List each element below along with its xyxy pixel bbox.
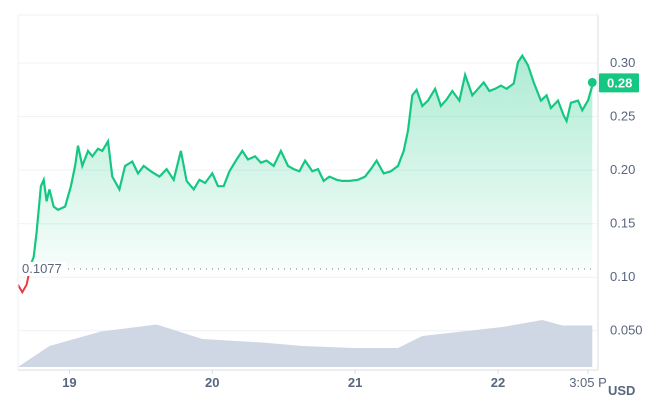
- current-price-badge: [599, 73, 639, 93]
- price-line-up: [28, 53, 594, 269]
- baseline-label: 0.1077: [22, 261, 62, 276]
- x-axis: 19 20 21 22 3:05 P: [62, 370, 607, 390]
- chart-frame: [17, 14, 599, 371]
- x-tick-label: 19: [62, 375, 76, 390]
- x-tick-label: 21: [348, 375, 362, 390]
- x-tick-label: 22: [491, 375, 505, 390]
- baseline-label-bg: [20, 261, 66, 276]
- x-tick-label: 3:05 P: [569, 375, 607, 390]
- current-price-dot: [587, 77, 597, 87]
- currency-label: USD: [608, 383, 635, 398]
- y-tick-label: 0.15: [610, 216, 635, 231]
- y-tick-label: 0.30: [610, 55, 635, 70]
- y-axis: 0.30 0.25 0.20 0.15 0.10 0.050: [610, 55, 643, 338]
- volume-area: [18, 320, 593, 367]
- x-tick-label: 20: [205, 375, 219, 390]
- current-price-label: 0.28: [607, 75, 632, 90]
- y-tick-label: 0.050: [610, 323, 643, 338]
- y-tick-label: 0.10: [610, 269, 635, 284]
- price-fill-area: [29, 55, 593, 269]
- y-tick-label: 0.20: [610, 162, 635, 177]
- y-tick-label: 0.25: [610, 109, 635, 124]
